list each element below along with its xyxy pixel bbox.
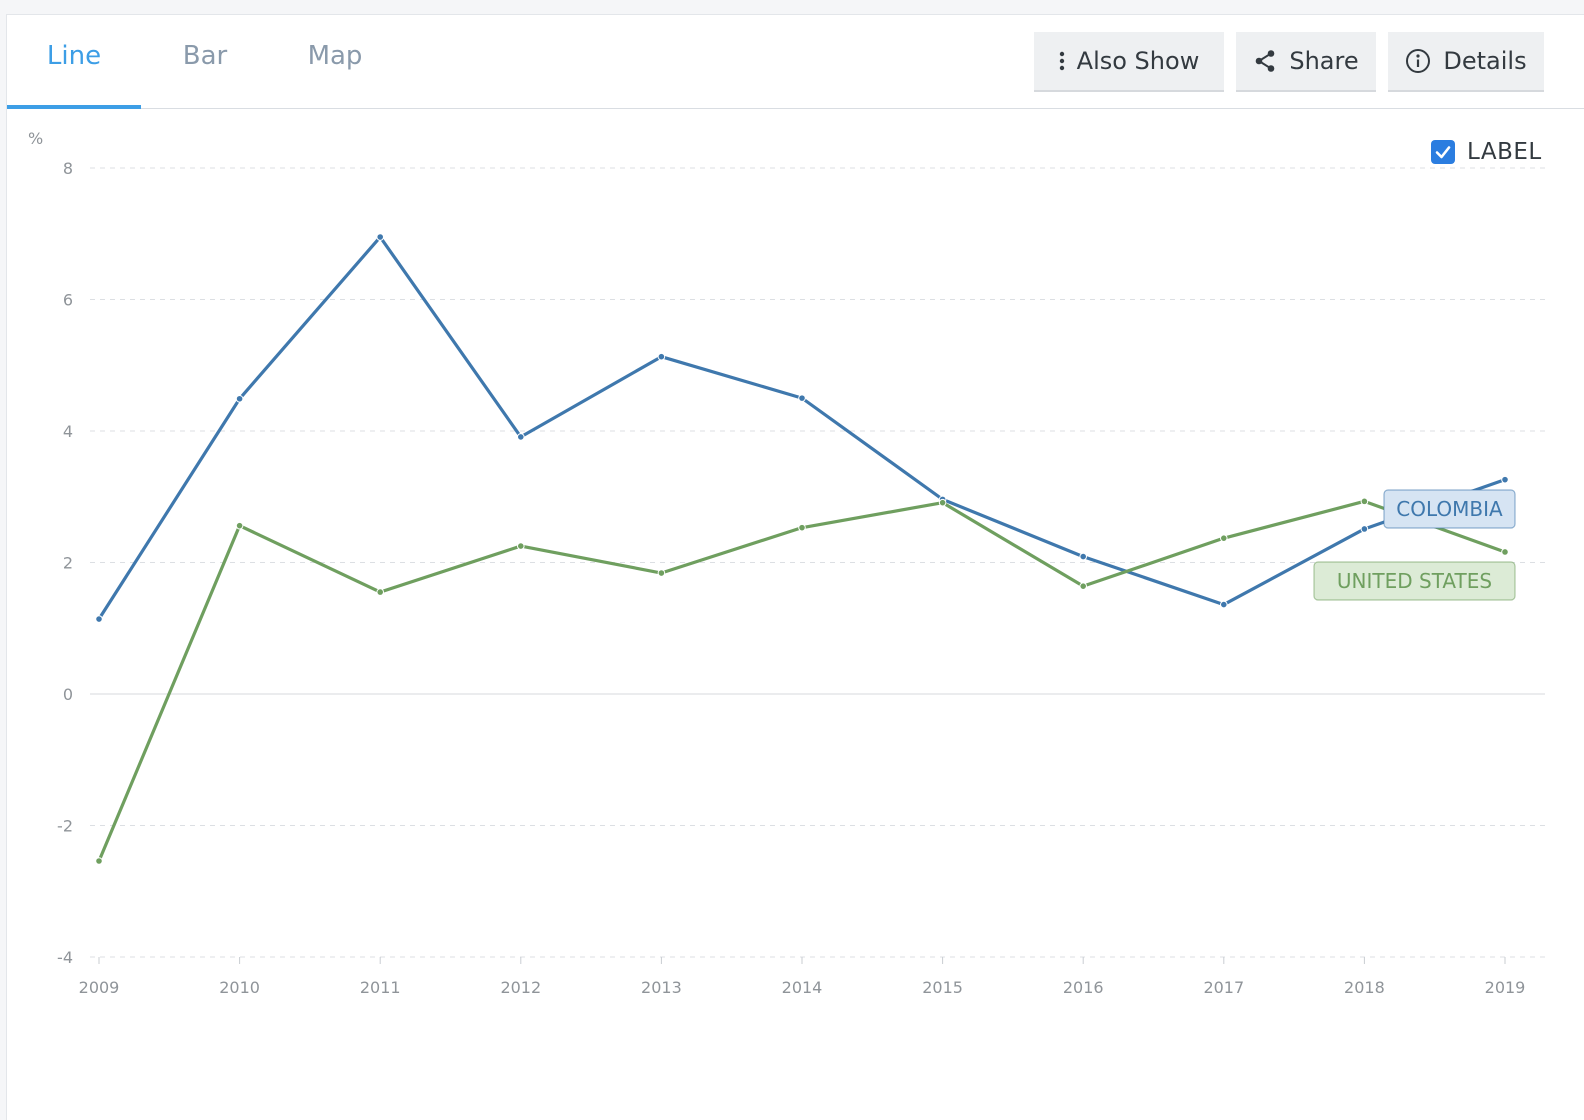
y-tick-label: -2 <box>57 817 73 836</box>
share-button[interactable]: Share <box>1236 32 1376 92</box>
data-point-colombia[interactable] <box>657 352 666 361</box>
share-label: Share <box>1289 47 1359 75</box>
series-line-colombia <box>97 235 1507 621</box>
data-point-colombia[interactable] <box>235 394 244 403</box>
data-point-colombia[interactable] <box>517 433 525 441</box>
x-tick-label: 2012 <box>500 978 541 997</box>
data-point-colombia[interactable] <box>1220 600 1228 609</box>
series-label-united-states: UNITED STATES <box>1337 569 1492 593</box>
x-tick-label: 2011 <box>360 978 401 997</box>
data-point-united-states[interactable] <box>1360 497 1369 506</box>
data-point-united-states[interactable] <box>1220 534 1228 542</box>
data-point-colombia[interactable] <box>1501 475 1509 484</box>
x-tick-label: 2015 <box>922 978 963 997</box>
also-show-label: Also Show <box>1076 47 1200 75</box>
data-point-colombia[interactable] <box>798 394 806 402</box>
x-tick-label: 2016 <box>1063 978 1104 997</box>
x-tick-label: 2013 <box>641 978 682 997</box>
series-label-box-colombia <box>1383 489 1516 529</box>
x-tick-label: 2010 <box>219 978 260 997</box>
series-label-colombia: COLOMBIA <box>1396 497 1503 521</box>
x-tick-label: 2014 <box>782 978 823 997</box>
x-tick-label: 2019 <box>1485 978 1526 997</box>
data-point-united-states[interactable] <box>657 569 666 577</box>
share-icon <box>1253 49 1277 73</box>
tab-line[interactable]: Line <box>7 15 141 109</box>
data-point-united-states[interactable] <box>1079 582 1087 590</box>
data-point-colombia[interactable] <box>95 615 103 623</box>
info-icon <box>1405 48 1431 74</box>
tab-bar: Line Bar Map Also Show Share <box>7 15 1584 109</box>
data-point-united-states[interactable] <box>235 521 244 530</box>
label-toggle-text: LABEL <box>1467 139 1542 165</box>
y-axis-unit: % <box>28 129 43 148</box>
data-point-united-states[interactable] <box>517 542 525 550</box>
data-point-colombia[interactable] <box>1360 525 1369 533</box>
x-tick-label: 2017 <box>1203 978 1244 997</box>
data-point-united-states[interactable] <box>1501 548 1509 556</box>
checkmark-icon <box>1435 146 1451 159</box>
y-tick-label: 0 <box>63 685 73 704</box>
data-point-colombia[interactable] <box>376 233 385 241</box>
more-vertical-icon <box>1059 51 1065 71</box>
y-tick-label: 2 <box>63 554 73 573</box>
tab-bar-chart[interactable]: Bar <box>182 41 228 71</box>
series-labels: COLOMBIA UNITED STATES <box>1313 489 1516 601</box>
data-point-united-states[interactable] <box>938 498 947 507</box>
series-line-united-states <box>97 499 1507 863</box>
data-point-united-states[interactable] <box>376 588 385 596</box>
series-label-box-united-states <box>1313 561 1516 601</box>
details-button[interactable]: Details <box>1388 32 1544 92</box>
also-show-button[interactable]: Also Show <box>1034 32 1224 92</box>
series-layer <box>95 233 1509 865</box>
label-toggle[interactable]: LABEL <box>1431 139 1542 165</box>
label-checkbox[interactable] <box>1431 140 1455 164</box>
x-tick-label: 2009 <box>79 978 120 997</box>
y-axis-ticks: -4 -2 0 2 4 6 8 <box>57 159 73 967</box>
details-label: Details <box>1443 47 1527 75</box>
data-point-united-states[interactable] <box>95 857 103 865</box>
y-tick-label: -4 <box>57 948 73 967</box>
y-tick-label: 4 <box>63 422 73 441</box>
y-tick-label: 6 <box>63 291 73 310</box>
data-point-united-states[interactable] <box>798 523 806 532</box>
y-tick-label: 8 <box>63 159 73 178</box>
x-tick-label: 2018 <box>1344 978 1385 997</box>
x-axis-ticks: 2009 2010 2011 2012 2013 2014 2015 2016 2017 2018… <box>79 957 1526 997</box>
data-point-colombia[interactable] <box>1079 552 1087 561</box>
tab-map[interactable]: Map <box>307 41 363 71</box>
